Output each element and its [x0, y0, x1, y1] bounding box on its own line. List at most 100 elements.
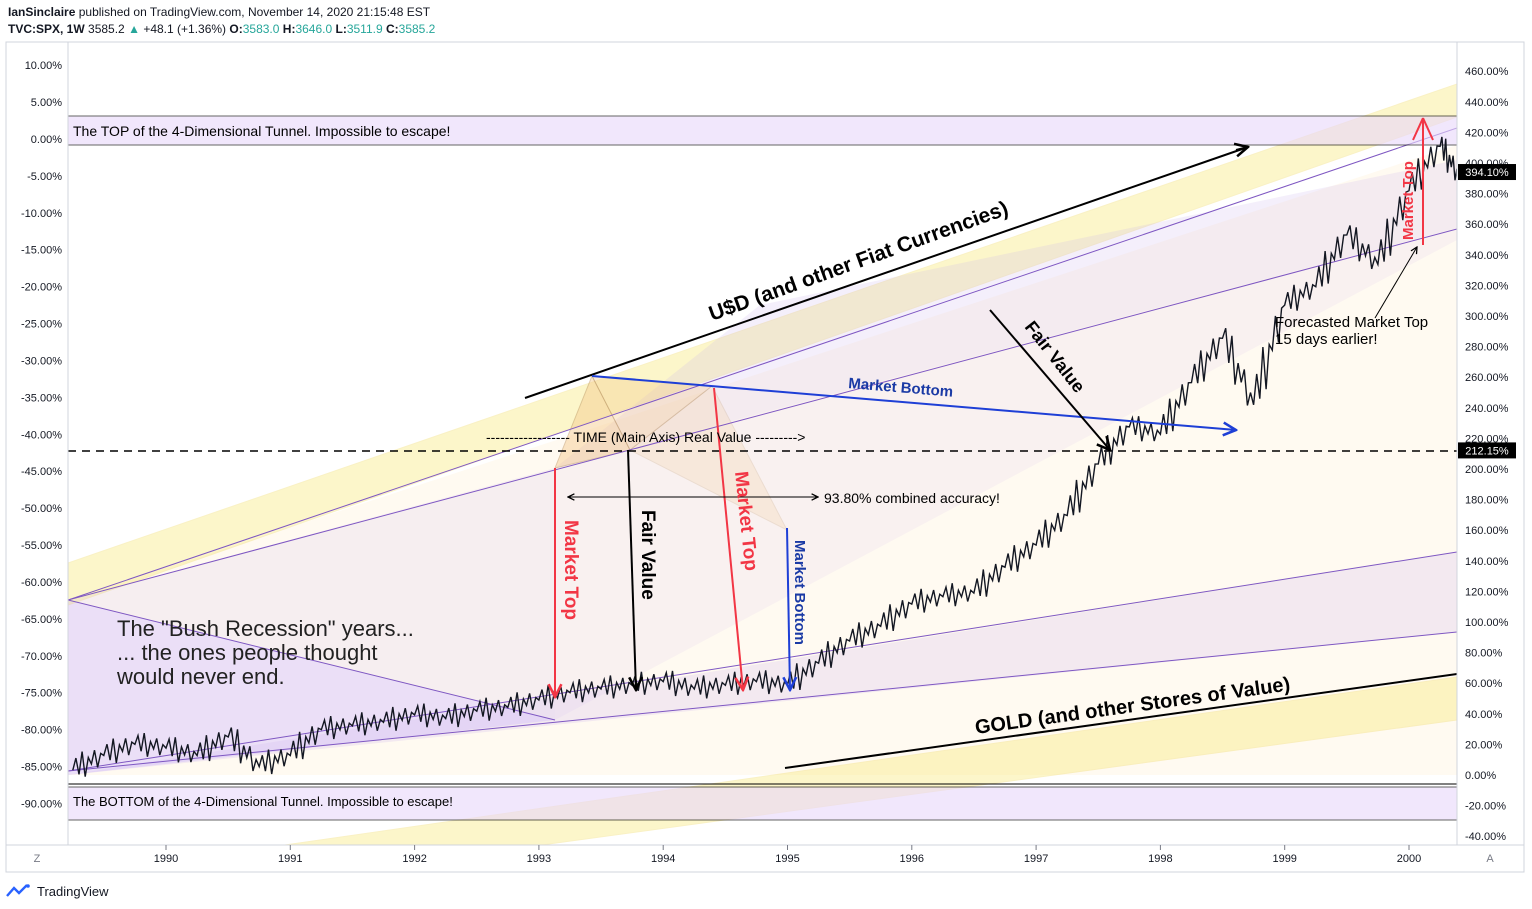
- left-tick-label: 10.00%: [25, 60, 63, 72]
- right-tick-label: 320.00%: [1465, 280, 1509, 292]
- right-tick-label: 200.00%: [1465, 464, 1509, 476]
- price-series-line[interactable]: [72, 136, 1459, 777]
- left-tick-label: -45.00%: [21, 466, 62, 478]
- right-tick-label: 380.00%: [1465, 189, 1509, 201]
- right-tick-label: 140.00%: [1465, 556, 1509, 568]
- right-tick-label: 60.00%: [1465, 678, 1503, 690]
- gold-trend-line: [784, 673, 1457, 769]
- left-tick-label: 5.00%: [31, 97, 62, 109]
- publish-info: published on TradingView.com, November 1…: [78, 5, 431, 19]
- left-tick-label: -35.00%: [21, 392, 62, 404]
- chart-frame: [5, 41, 1525, 873]
- bottom-box-rect: [68, 786, 1457, 821]
- price-badge-label: 394.10%: [1465, 167, 1509, 179]
- left-tick-label: -40.00%: [21, 429, 62, 441]
- zoom-corner-button: Z: [34, 853, 41, 865]
- bush-label-2: ... the ones people thought: [117, 640, 378, 665]
- right-tick-label: 120.00%: [1465, 586, 1509, 598]
- left-tick-label: -90.00%: [21, 798, 62, 810]
- publish-line: IanSinclaire published on TradingView.co…: [8, 4, 435, 21]
- right-tick-label: 220.00%: [1465, 433, 1509, 445]
- right-tick-label: 360.00%: [1465, 219, 1509, 231]
- plot-area: [68, 83, 1459, 845]
- channel-line-top: [68, 127, 1457, 601]
- open-value: 3583.0: [242, 22, 280, 36]
- left-tick-label: -65.00%: [21, 614, 62, 626]
- footer: TradingView: [6, 880, 109, 902]
- tradingview-logo-icon[interactable]: [6, 884, 32, 898]
- left-tick-label: -70.00%: [21, 651, 62, 663]
- purple-band-mid: [555, 228, 1457, 720]
- right-tick-label: 240.00%: [1465, 403, 1509, 415]
- channel-line-low: [68, 631, 1457, 772]
- left-tick-label: -20.00%: [21, 282, 62, 294]
- x-tick-label: 1995: [775, 853, 799, 865]
- purple-band-left: [68, 468, 555, 775]
- forecast-label-1: Forecasted Market Top: [1275, 314, 1428, 331]
- x-tick-label: 1994: [651, 853, 675, 865]
- tunnel-tint: [68, 145, 1457, 775]
- price-badge-label: 212.15%: [1465, 445, 1509, 457]
- x-tick-label: 1998: [1148, 853, 1172, 865]
- market-top-arrow-3-head-l: [1412, 117, 1424, 141]
- top-box-text: The TOP of the 4-Dimensional Tunnel. Imp…: [73, 123, 450, 139]
- low-label: L:: [335, 22, 347, 36]
- bush-decline-line: [68, 599, 556, 721]
- right-tick-label: -40.00%: [1465, 831, 1506, 843]
- left-tick-label: -80.00%: [21, 725, 62, 737]
- fair-value-vertical-label: Fair Value: [637, 510, 658, 600]
- low-value: 3511.9: [346, 22, 383, 36]
- usd-band: [68, 83, 1457, 606]
- left-tick-label: -25.00%: [21, 319, 62, 331]
- market-top-arrow-3-head-r: [1422, 117, 1434, 141]
- chart-header: IanSinclaire published on TradingView.co…: [8, 4, 435, 38]
- market-bottom-arrow-v: [787, 527, 790, 690]
- channel-line-mid: [68, 228, 1457, 601]
- left-tick-label: -75.00%: [21, 688, 62, 700]
- x-tick-label: 1996: [900, 853, 924, 865]
- right-tick-label: 460.00%: [1465, 66, 1509, 78]
- forecast-arrow: [1374, 247, 1417, 319]
- market-bottom-vertical-label: Market Bottom: [791, 540, 808, 645]
- right-tick-label: 100.00%: [1465, 617, 1509, 629]
- left-tick-label: -55.00%: [21, 540, 62, 552]
- market-bottom-arrow: [591, 375, 1236, 430]
- author-name[interactable]: IanSinclaire: [8, 5, 76, 19]
- close-label: C:: [385, 22, 399, 36]
- high-label: H:: [282, 22, 296, 36]
- bush-label-1: The "Bush Recession" years...: [117, 616, 414, 641]
- right-tick-label: 260.00%: [1465, 372, 1509, 384]
- auto-scale-button: A: [1486, 853, 1494, 865]
- fair-value-arrow: [627, 449, 636, 690]
- left-tick-label: 0.00%: [31, 134, 62, 146]
- market-top-arrow-2: [713, 387, 743, 690]
- fair-value-diag-arrow: [989, 309, 1110, 450]
- x-tick-label: 1992: [402, 853, 426, 865]
- right-tick-label: -20.00%: [1465, 801, 1506, 813]
- market-top-label-1: Market Top: [560, 520, 581, 620]
- price-badge: [1458, 164, 1516, 181]
- purple-band-low: [68, 552, 1457, 775]
- x-tick-label: 1990: [154, 853, 178, 865]
- left-tick-label: -85.00%: [21, 762, 62, 774]
- symbol-label[interactable]: TVC:SPX, 1W: [8, 22, 85, 36]
- bottom-box-text: The BOTTOM of the 4-Dimensional Tunnel. …: [73, 794, 453, 809]
- right-tick-label: 300.00%: [1465, 311, 1509, 323]
- market-top-label-3: Market Top: [1400, 161, 1417, 240]
- last-price: 3585.2: [88, 22, 125, 36]
- right-tick-label: 340.00%: [1465, 250, 1509, 262]
- left-tick-label: -30.00%: [21, 355, 62, 367]
- tradingview-brand[interactable]: TradingView: [37, 883, 109, 899]
- forecast-label-2: 15 days earlier!: [1275, 331, 1378, 348]
- high-value: 3646.0: [295, 22, 333, 36]
- left-tick-label: -60.00%: [21, 577, 62, 589]
- accuracy-label: 93.80% combined accuracy!: [824, 490, 1000, 506]
- right-tick-label: 180.00%: [1465, 495, 1509, 507]
- bush-label-3: would never end.: [116, 664, 285, 689]
- top-box-rect: [68, 115, 1457, 146]
- right-tick-label: 280.00%: [1465, 342, 1509, 354]
- lower-left-tint: [68, 600, 555, 775]
- x-tick-label: 2000: [1397, 853, 1421, 865]
- right-tick-label: 440.00%: [1465, 97, 1509, 109]
